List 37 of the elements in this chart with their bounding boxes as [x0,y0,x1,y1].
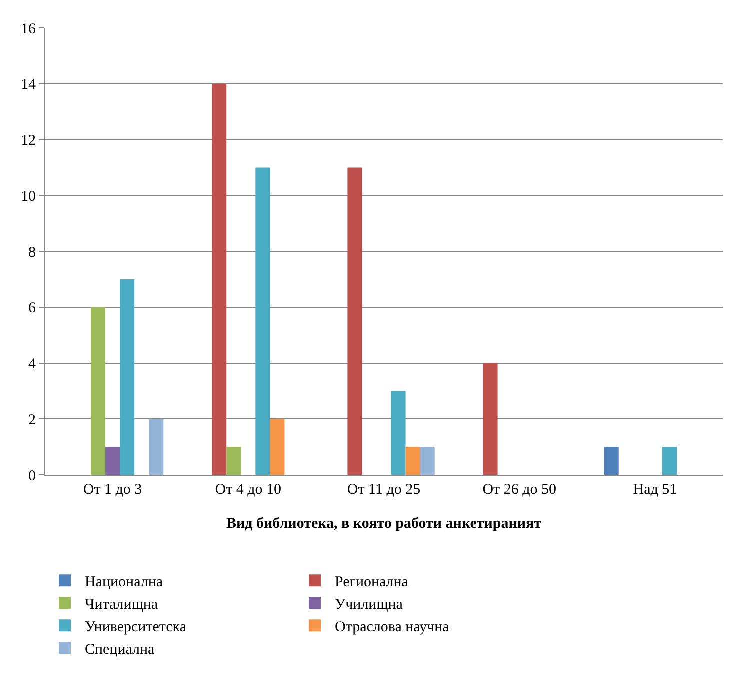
bar [391,391,406,475]
bar [256,168,270,475]
legend-label: Читалищна [85,597,158,613]
bar [106,447,120,475]
bar [348,168,362,475]
x-tick-label: От 11 до 25 [347,482,421,498]
bar [406,447,420,475]
bar [120,279,135,475]
y-tick-label: 0 [28,468,36,484]
x-tick-label: От 4 до 10 [215,482,282,498]
y-tick-label: 10 [21,188,36,205]
legend-label: Университетска [85,620,187,636]
y-tick-label: 16 [21,21,36,38]
y-tick-label: 4 [28,356,36,372]
y-tick-label: 12 [21,133,36,149]
bar [604,447,619,475]
bar [226,447,242,475]
legend-label: Специална [85,642,156,658]
legend-label: Училищна [335,597,404,613]
y-tick-label: 14 [21,77,36,94]
x-tick-label: От 26 до 50 [482,482,556,498]
legend-label: Отраслова научна [335,620,450,636]
legend-label: Национална [85,574,164,590]
y-tick-label: 8 [28,244,36,261]
bar [212,84,227,475]
y-tick-label: 6 [28,300,36,317]
y-tick-label: 2 [28,412,36,428]
bar [662,447,677,475]
x-tick-label: От 1 до 3 [83,482,142,498]
x-axis-title: Вид библиотека, в която работи анкетираният [226,516,542,532]
legend-label: Регионална [335,574,409,590]
bar [420,447,435,475]
bar [270,419,285,475]
x-tick-label: Над 51 [633,482,678,498]
bar [91,307,106,475]
bar [483,363,498,475]
bar [149,419,164,475]
